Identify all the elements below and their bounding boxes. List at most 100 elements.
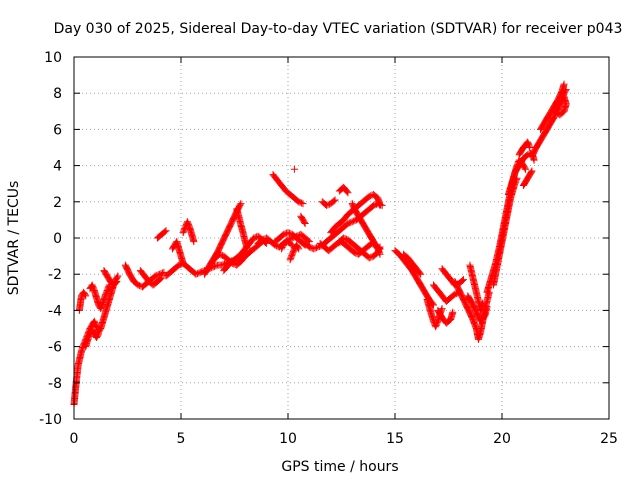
- trace-marker: [478, 300, 486, 308]
- y-tick-label: 0: [53, 231, 62, 247]
- trace-marker: [180, 226, 188, 234]
- trace-marker: [548, 117, 556, 125]
- data-point: [348, 218, 356, 226]
- trace-marker: [195, 269, 203, 277]
- trace-marker: [463, 302, 471, 310]
- trace-marker: [300, 217, 308, 225]
- trace-marker: [161, 228, 169, 236]
- trace-marker: [525, 141, 533, 149]
- trace-marker: [483, 304, 491, 312]
- trace-marker: [293, 242, 301, 250]
- trace-marker: [289, 248, 297, 256]
- trace-marker: [448, 309, 456, 317]
- trace-marker: [221, 233, 229, 241]
- trace-marker: [303, 241, 311, 249]
- trace-marker: [110, 280, 118, 288]
- axis-ticks: [73, 56, 610, 420]
- trace-marker: [527, 169, 535, 177]
- trace-marker: [105, 282, 113, 290]
- trace-marker: [458, 277, 466, 285]
- trace-marker: [158, 269, 166, 277]
- trace-marker: [212, 262, 220, 270]
- trace-marker: [324, 201, 332, 209]
- y-tick-label: -10: [39, 412, 62, 428]
- trace-marker: [80, 290, 88, 298]
- trace-marker: [153, 271, 161, 279]
- trace-marker: [363, 194, 371, 202]
- x-tick-labels: 0 5 10 15 20 25: [70, 431, 618, 447]
- trace-marker: [521, 164, 529, 172]
- y-tick-label: 10: [44, 50, 62, 66]
- y-tick-label: -2: [48, 267, 62, 283]
- x-tick-label: 10: [279, 431, 297, 447]
- trace-marker: [376, 200, 384, 208]
- trace-marker: [363, 252, 371, 260]
- trace-marker: [94, 331, 102, 339]
- trace-marker: [375, 248, 383, 256]
- trace-marker: [256, 238, 264, 246]
- y-tick-label: -8: [48, 376, 62, 392]
- y-tick-label: 4: [53, 159, 62, 175]
- y-tick-label: -4: [48, 303, 62, 319]
- trace-marker: [156, 276, 164, 284]
- trace-marker: [348, 247, 356, 255]
- data-point: [310, 245, 318, 253]
- trace-marker: [375, 249, 383, 257]
- trace-marker: [229, 215, 237, 223]
- chart-title: Day 030 of 2025, Sidereal Day-to-day VTE…: [54, 21, 623, 37]
- trace-marker: [522, 153, 530, 161]
- trace-marker: [298, 213, 306, 221]
- trace-marker: [89, 284, 97, 292]
- trace-marker: [93, 332, 101, 340]
- trace-marker: [467, 297, 475, 305]
- trace-marker: [458, 293, 466, 301]
- trace-marker: [213, 252, 221, 260]
- trace-marker: [112, 278, 120, 286]
- trace-marker: [525, 142, 533, 150]
- trace-marker: [298, 199, 306, 207]
- trace-marker: [89, 328, 97, 336]
- trace-marker: [91, 320, 99, 328]
- trace-marker: [217, 242, 225, 250]
- trace-marker: [243, 244, 251, 252]
- x-tick-label: 15: [386, 431, 404, 447]
- trace-marker: [527, 168, 535, 176]
- trace-marker: [313, 244, 321, 252]
- x-axis-label: GPS time / hours: [281, 459, 398, 475]
- trace-marker: [125, 268, 133, 276]
- trace-marker: [338, 236, 345, 244]
- trace-marker: [287, 253, 295, 261]
- x-tick-label: 0: [70, 431, 79, 447]
- y-tick-label: -6: [48, 340, 62, 356]
- trace-marker: [278, 232, 286, 240]
- trace-marker: [329, 198, 337, 206]
- trace-marker: [285, 229, 293, 237]
- trace-marker: [98, 302, 106, 310]
- data-points: [70, 80, 570, 409]
- trace-marker: [235, 252, 243, 260]
- trace-marker: [351, 206, 359, 214]
- trace-marker: [557, 90, 565, 98]
- trace-marker: [402, 252, 410, 260]
- trace-marker: [393, 248, 401, 256]
- data-point: [284, 229, 292, 237]
- x-tick-label: 5: [177, 431, 186, 447]
- trace-marker: [184, 220, 192, 228]
- trace-marker: [217, 251, 225, 259]
- trace-marker: [294, 244, 302, 252]
- y-tick-label: 8: [53, 86, 62, 102]
- trace-marker: [320, 200, 328, 208]
- trace-marker: [350, 217, 358, 225]
- trace-marker: [454, 284, 462, 292]
- trace-marker: [345, 219, 353, 227]
- trace-marker: [416, 269, 424, 277]
- trace-marker: [300, 218, 308, 226]
- trace-marker: [296, 198, 304, 206]
- trace-marker: [331, 241, 339, 249]
- trace-marker: [235, 202, 243, 210]
- y-tick-label: 2: [53, 195, 62, 211]
- trace-marker: [95, 327, 103, 335]
- trace-marker: [311, 244, 319, 252]
- x-tick-label: 20: [493, 431, 511, 447]
